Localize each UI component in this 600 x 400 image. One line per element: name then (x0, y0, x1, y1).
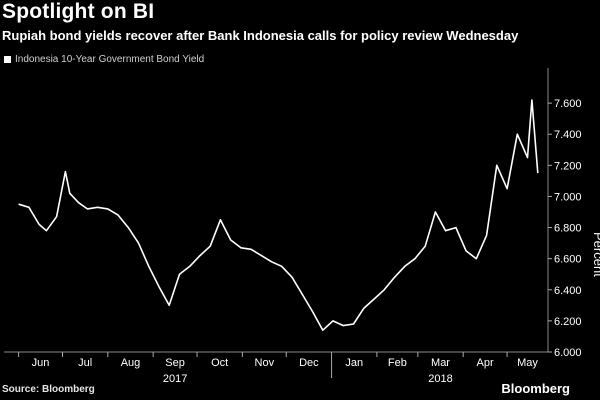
x-tick-label: Nov (255, 357, 275, 369)
chart-subtitle: Rupiah bond yields recover after Bank In… (2, 28, 519, 43)
y-tick-label: 6.200 (554, 316, 582, 328)
y-tick-label: 7.600 (554, 98, 582, 110)
y-tick-label: 7.400 (554, 129, 582, 141)
legend: Indonesia 10-Year Government Bond Yield (4, 54, 204, 65)
y-tick-label: 6.400 (554, 285, 582, 297)
x-tick-label: Sep (165, 357, 185, 369)
x-year-label: 2017 (163, 373, 187, 385)
source-note: Source: Bloomberg (2, 384, 95, 395)
x-tick-label: May (517, 357, 538, 369)
x-tick-label: Dec (299, 357, 319, 369)
chart-title: Spotlight on BI (2, 0, 155, 23)
y-tick-label: 7.000 (554, 191, 582, 203)
x-year-label: 2018 (428, 373, 452, 385)
x-tick-label: Jun (32, 357, 50, 369)
x-tick-label: Jul (78, 357, 92, 369)
x-tick-label: Aug (121, 357, 141, 369)
yield-series-line (18, 99, 539, 332)
y-tick-label: 6.600 (554, 254, 582, 266)
x-tick-label: Feb (388, 357, 407, 369)
y-tick-label: 6.000 (554, 347, 582, 359)
y-axis-label: Percent (591, 232, 600, 277)
y-tick-label: 6.800 (554, 223, 582, 235)
legend-swatch (4, 56, 11, 63)
legend-label: Indonesia 10-Year Government Bond Yield (15, 54, 205, 65)
x-tick-label: Apr (477, 357, 494, 369)
x-tick-label: Oct (211, 357, 228, 369)
x-tick-label: Jan (345, 357, 363, 369)
x-tick-label: Mar (431, 357, 450, 369)
bloomberg-logo: Bloomberg (501, 381, 570, 396)
y-tick-label: 7.200 (554, 160, 582, 172)
